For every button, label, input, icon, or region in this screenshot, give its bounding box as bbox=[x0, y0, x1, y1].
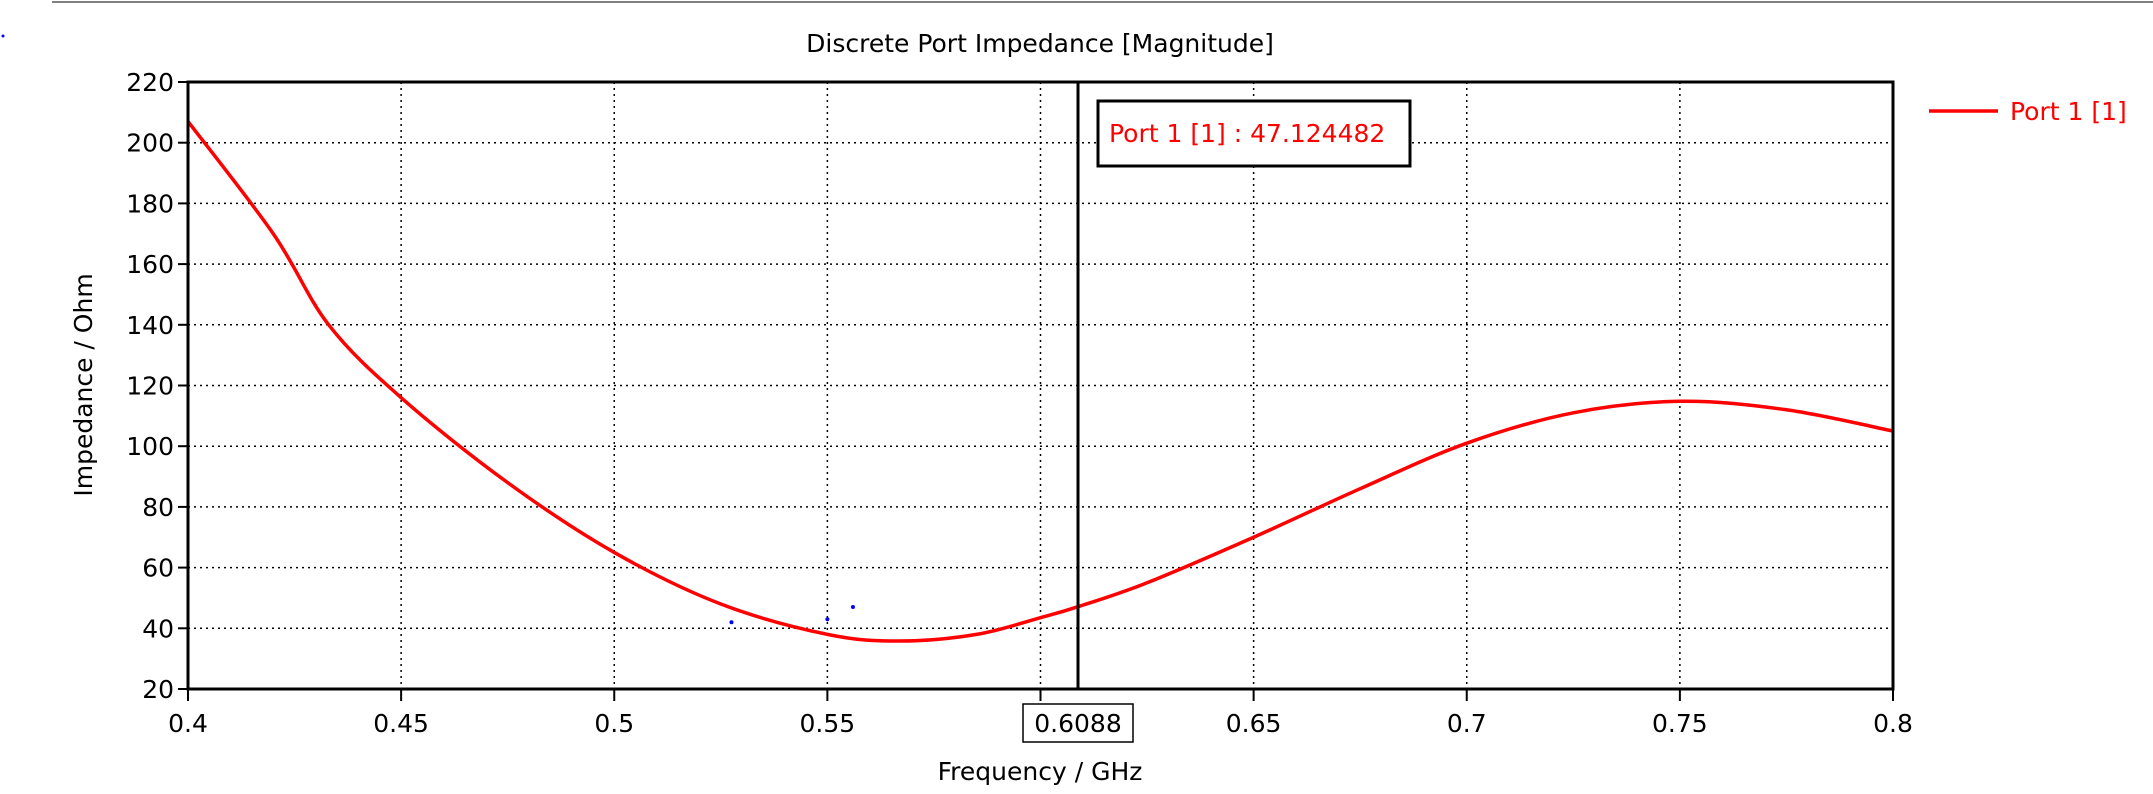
x-ticks: 0.4 0.45 0.5 0.55 0.65 0.7 0.75 0.8 bbox=[168, 689, 1913, 738]
x-tick-label: 0.45 bbox=[373, 709, 429, 738]
stray-point bbox=[850, 605, 855, 610]
x-axis-label: Frequency / GHz bbox=[938, 757, 1143, 786]
y-tick-label: 20 bbox=[142, 675, 174, 704]
grid bbox=[187, 81, 1894, 690]
y-tick-label: 100 bbox=[126, 432, 174, 461]
marker-x-label: 0.6088 bbox=[1034, 709, 1121, 738]
x-tick-label: 0.5 bbox=[594, 709, 634, 738]
x-tick-label: 0.65 bbox=[1226, 709, 1282, 738]
marker-label: Port 1 [1] : 47.124482 bbox=[1109, 119, 1385, 148]
x-tick-label: 0.4 bbox=[168, 709, 208, 738]
stray-point bbox=[825, 617, 830, 622]
stray-point bbox=[729, 620, 734, 625]
y-tick-label: 120 bbox=[126, 372, 174, 401]
stray-points bbox=[729, 605, 855, 625]
marker-label-box bbox=[1096, 99, 1412, 168]
y-tick-label: 180 bbox=[126, 189, 174, 218]
y-tick-label: 40 bbox=[142, 614, 174, 643]
y-tick-label: 80 bbox=[142, 493, 174, 522]
legend-label-port-1[interactable]: Port 1 [1] bbox=[2010, 97, 2127, 126]
y-ticks: 20 40 60 80 100 120 140 160 180 200 220 bbox=[126, 68, 188, 704]
stray-dot bbox=[1, 34, 5, 38]
marker-x-label-box bbox=[1022, 703, 1134, 743]
x-tick-label: 0.75 bbox=[1652, 709, 1708, 738]
y-tick-label: 200 bbox=[126, 129, 174, 158]
y-tick-label: 220 bbox=[126, 68, 174, 97]
chart-title: Discrete Port Impedance [Magnitude] bbox=[806, 29, 1274, 58]
series-line-port-1 bbox=[186, 120, 1894, 643]
plot-frame bbox=[186, 80, 1895, 691]
x-tick-label: 0.55 bbox=[800, 709, 856, 738]
y-axis-label: Impedance / Ohm bbox=[69, 273, 98, 496]
x-tick-label: 0.8 bbox=[1873, 709, 1913, 738]
x-tick-label: 0.7 bbox=[1447, 709, 1487, 738]
y-tick-label: 140 bbox=[126, 311, 174, 340]
y-tick-label: 160 bbox=[126, 250, 174, 279]
y-tick-label: 60 bbox=[142, 554, 174, 583]
